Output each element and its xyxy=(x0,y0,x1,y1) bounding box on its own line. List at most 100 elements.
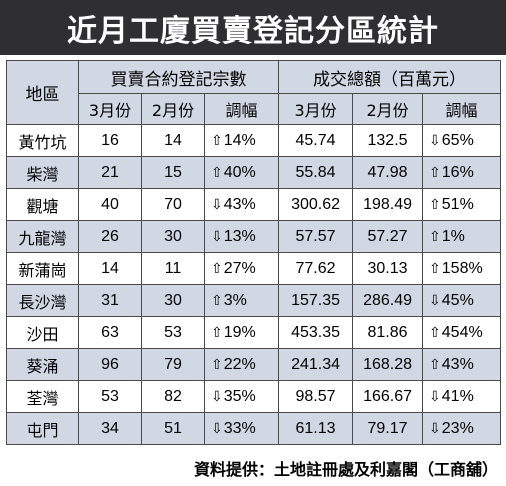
tx-mar-value: 26 xyxy=(78,220,142,253)
tx-change-value: 3% xyxy=(223,291,247,309)
district-name: 屯門 xyxy=(6,412,79,445)
val-mar-value: 55.84 xyxy=(278,156,354,189)
val-feb-value: 79.17 xyxy=(352,412,424,445)
val-mar-value: 45.74 xyxy=(278,124,354,157)
val-mar-header: 3月份 xyxy=(278,93,354,125)
tx-change-value: 27% xyxy=(223,259,256,277)
arrow-down-icon: ⇩ xyxy=(429,388,441,405)
tx-change-value: 19% xyxy=(223,323,256,341)
val-feb-value: 286.49 xyxy=(352,284,424,317)
tx-feb-value: 14 xyxy=(141,124,205,157)
tx-change-cell: ⇧27% xyxy=(203,252,280,285)
tx-change-cell: ⇩13% xyxy=(203,220,280,253)
val-feb-value: 57.27 xyxy=(352,220,424,253)
tx-mar-value: 21 xyxy=(78,156,142,189)
val-change-value: 454% xyxy=(441,323,483,341)
tx-change-cell: ⇧40% xyxy=(203,156,280,189)
tx-change-value: 13% xyxy=(223,227,256,245)
tx-feb-value: 30 xyxy=(141,220,205,253)
arrow-up-icon: ⇧ xyxy=(211,132,223,149)
arrow-down-icon: ⇩ xyxy=(429,292,441,309)
tx-mar-header: 3月份 xyxy=(78,93,142,125)
district-name: 沙田 xyxy=(6,316,79,349)
tx-feb-value: 79 xyxy=(141,348,205,381)
arrow-down-icon: ⇩ xyxy=(211,228,223,245)
arrow-up-icon: ⇧ xyxy=(211,164,223,181)
val-feb-value: 168.28 xyxy=(352,348,424,381)
val-change-cell: ⇩23% xyxy=(422,412,502,445)
val-change-cell: ⇧454% xyxy=(422,316,502,349)
tx-feb-value: 11 xyxy=(141,252,205,285)
tx-mar-value: 31 xyxy=(78,284,142,317)
value-group-header: 成交總額（百萬元） xyxy=(278,60,502,94)
source-note: 資料提供：土地註冊處及利嘉閣（工商舖） xyxy=(193,460,498,479)
tx-mar-value: 16 xyxy=(78,124,142,157)
table-row: 長沙灣 31 30 ⇧3% 157.35 286.49 ⇩45% xyxy=(6,284,502,317)
table-body: 黃竹坑 16 14 ⇧14% 45.74 132.5 ⇩65% 柴灣 21 15 ⇧40% 55.84… xyxy=(6,124,502,445)
arrow-up-icon: ⇧ xyxy=(429,228,441,245)
tx-feb-value: 51 xyxy=(141,412,205,445)
val-change-value: 51% xyxy=(441,195,474,213)
table-row: 荃灣 53 82 ⇩35% 98.57 166.67 ⇩41% xyxy=(6,380,502,413)
table-header: 地區 買賣合約登記宗數 成交總額（百萬元） 3月份 2月份 調幅 3月份 2月份… xyxy=(6,60,502,125)
district-header: 地區 xyxy=(6,60,79,125)
val-change-cell: ⇧51% xyxy=(422,188,502,221)
tx-feb-header: 2月份 xyxy=(141,93,205,125)
tx-change-cell: ⇩43% xyxy=(203,188,280,221)
tx-change-cell: ⇩35% xyxy=(203,380,280,413)
val-mar-value: 157.35 xyxy=(278,284,354,317)
tx-feb-value: 15 xyxy=(141,156,205,189)
val-change-value: 1% xyxy=(441,227,465,245)
val-change-value: 41% xyxy=(441,387,474,405)
table-row: 觀塘 40 70 ⇩43% 300.62 198.49 ⇧51% xyxy=(6,188,502,221)
district-stats-table: 地區 買賣合約登記宗數 成交總額（百萬元） 3月份 2月份 調幅 3月份 2月份… xyxy=(6,60,502,445)
tx-change-value: 14% xyxy=(223,131,256,149)
arrow-down-icon: ⇩ xyxy=(429,420,441,437)
val-mar-value: 98.57 xyxy=(278,380,354,413)
table-row: 葵涌 96 79 ⇧22% 241.34 168.28 ⇧43% xyxy=(6,348,502,381)
arrow-down-icon: ⇩ xyxy=(211,420,223,437)
district-name: 九龍灣 xyxy=(6,220,79,253)
val-change-cell: ⇧43% xyxy=(422,348,502,381)
table-row: 屯門 34 51 ⇩33% 61.13 79.17 ⇩23% xyxy=(6,412,502,445)
arrow-up-icon: ⇧ xyxy=(211,292,223,309)
arrow-down-icon: ⇩ xyxy=(211,388,223,405)
district-name: 觀塘 xyxy=(6,188,79,221)
table-row: 黃竹坑 16 14 ⇧14% 45.74 132.5 ⇩65% xyxy=(6,124,502,157)
val-change-value: 23% xyxy=(441,419,474,437)
val-change-cell: ⇩41% xyxy=(422,380,502,413)
title-bar: 近月工廈買賣登記分區統計 xyxy=(0,0,506,55)
arrow-up-icon: ⇧ xyxy=(211,260,223,277)
arrow-up-icon: ⇧ xyxy=(429,324,441,341)
tx-change-value: 33% xyxy=(223,419,256,437)
val-change-value: 158% xyxy=(441,259,483,277)
arrow-down-icon: ⇩ xyxy=(429,132,441,149)
val-mar-value: 77.62 xyxy=(278,252,354,285)
district-name: 長沙灣 xyxy=(6,284,79,317)
tx-mar-value: 63 xyxy=(78,316,142,349)
val-feb-value: 81.86 xyxy=(352,316,424,349)
val-mar-value: 57.57 xyxy=(278,220,354,253)
val-feb-value: 198.49 xyxy=(352,188,424,221)
tx-change-cell: ⇩33% xyxy=(203,412,280,445)
val-mar-value: 61.13 xyxy=(278,412,354,445)
val-feb-value: 30.13 xyxy=(352,252,424,285)
tx-mar-value: 14 xyxy=(78,252,142,285)
val-change-cell: ⇧16% xyxy=(422,156,502,189)
val-change-value: 45% xyxy=(441,291,474,309)
table-row: 九龍灣 26 30 ⇩13% 57.57 57.27 ⇧1% xyxy=(6,220,502,253)
table-row: 柴灣 21 15 ⇧40% 55.84 47.98 ⇧16% xyxy=(6,156,502,189)
table-row: 新蒲崗 14 11 ⇧27% 77.62 30.13 ⇧158% xyxy=(6,252,502,285)
arrow-up-icon: ⇧ xyxy=(211,356,223,373)
arrow-up-icon: ⇧ xyxy=(211,324,223,341)
tx-change-value: 35% xyxy=(223,387,256,405)
val-feb-value: 166.67 xyxy=(352,380,424,413)
district-name: 荃灣 xyxy=(6,380,79,413)
tx-change-value: 40% xyxy=(223,163,256,181)
val-change-header: 調幅 xyxy=(422,93,502,125)
arrow-up-icon: ⇧ xyxy=(429,356,441,373)
tx-feb-value: 30 xyxy=(141,284,205,317)
tx-change-cell: ⇧22% xyxy=(203,348,280,381)
district-name: 葵涌 xyxy=(6,348,79,381)
